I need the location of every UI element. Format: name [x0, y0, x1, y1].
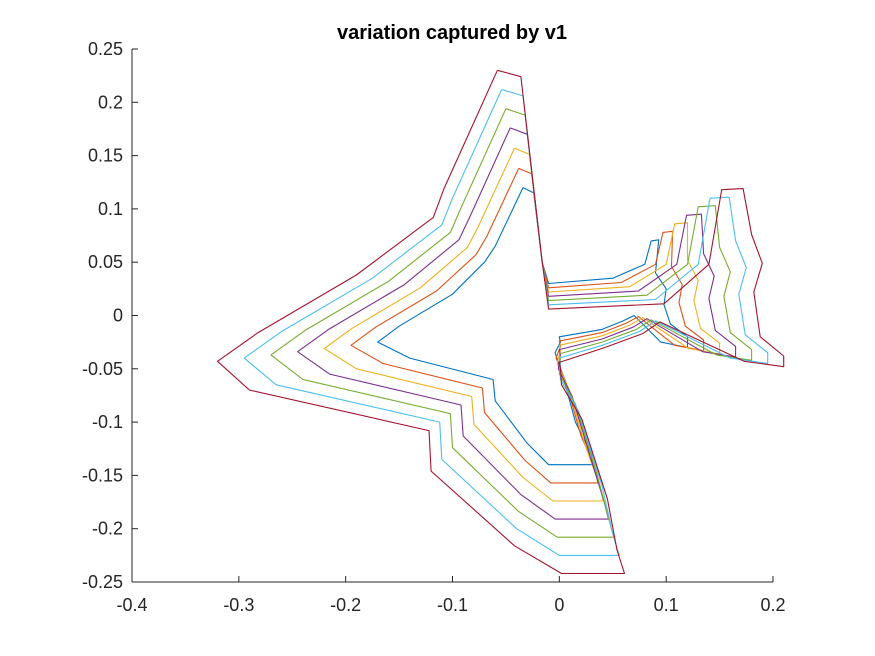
- y-tick-label: -0.2: [92, 519, 123, 539]
- y-tick-label: -0.15: [82, 465, 123, 485]
- y-tick-label: 0.2: [98, 92, 123, 112]
- y-tick-label: 0: [113, 306, 123, 326]
- series-line-3: [323, 147, 721, 502]
- plot-series-group: [216, 69, 785, 575]
- series-line-1: [377, 187, 689, 466]
- chart-title: variation captured by v1: [337, 22, 567, 44]
- x-tick-label: -0.4: [116, 595, 147, 615]
- series-line-6: [243, 88, 769, 556]
- x-tick-label: -0.3: [223, 595, 254, 615]
- series-line-7: [216, 69, 785, 575]
- y-tick-label: -0.25: [82, 572, 123, 592]
- series-line-5: [270, 108, 753, 538]
- x-tick-label: -0.2: [330, 595, 361, 615]
- y-tick-label: 0.05: [88, 252, 123, 272]
- y-tick-label: -0.05: [82, 359, 123, 379]
- y-tick-label: -0.1: [92, 412, 123, 432]
- series-line-2: [350, 167, 705, 484]
- series-line-4: [297, 127, 737, 520]
- y-ticks-group: 0.25 0.2 0.15 0.1 0.05 0 -0.05 -0.1 -0.15 -0.2 -0.…: [82, 39, 138, 592]
- y-tick-label: 0.1: [98, 199, 123, 219]
- x-tick-label: 0: [554, 595, 564, 615]
- y-tick-label: 0.25: [88, 39, 123, 59]
- x-tick-label: 0.1: [654, 595, 679, 615]
- x-ticks-group: -0.4 -0.3 -0.2 -0.1 0 0.1 0.2: [116, 576, 786, 615]
- y-tick-label: 0.15: [88, 146, 123, 166]
- x-tick-label: 0.2: [760, 595, 785, 615]
- x-tick-label: -0.1: [437, 595, 468, 615]
